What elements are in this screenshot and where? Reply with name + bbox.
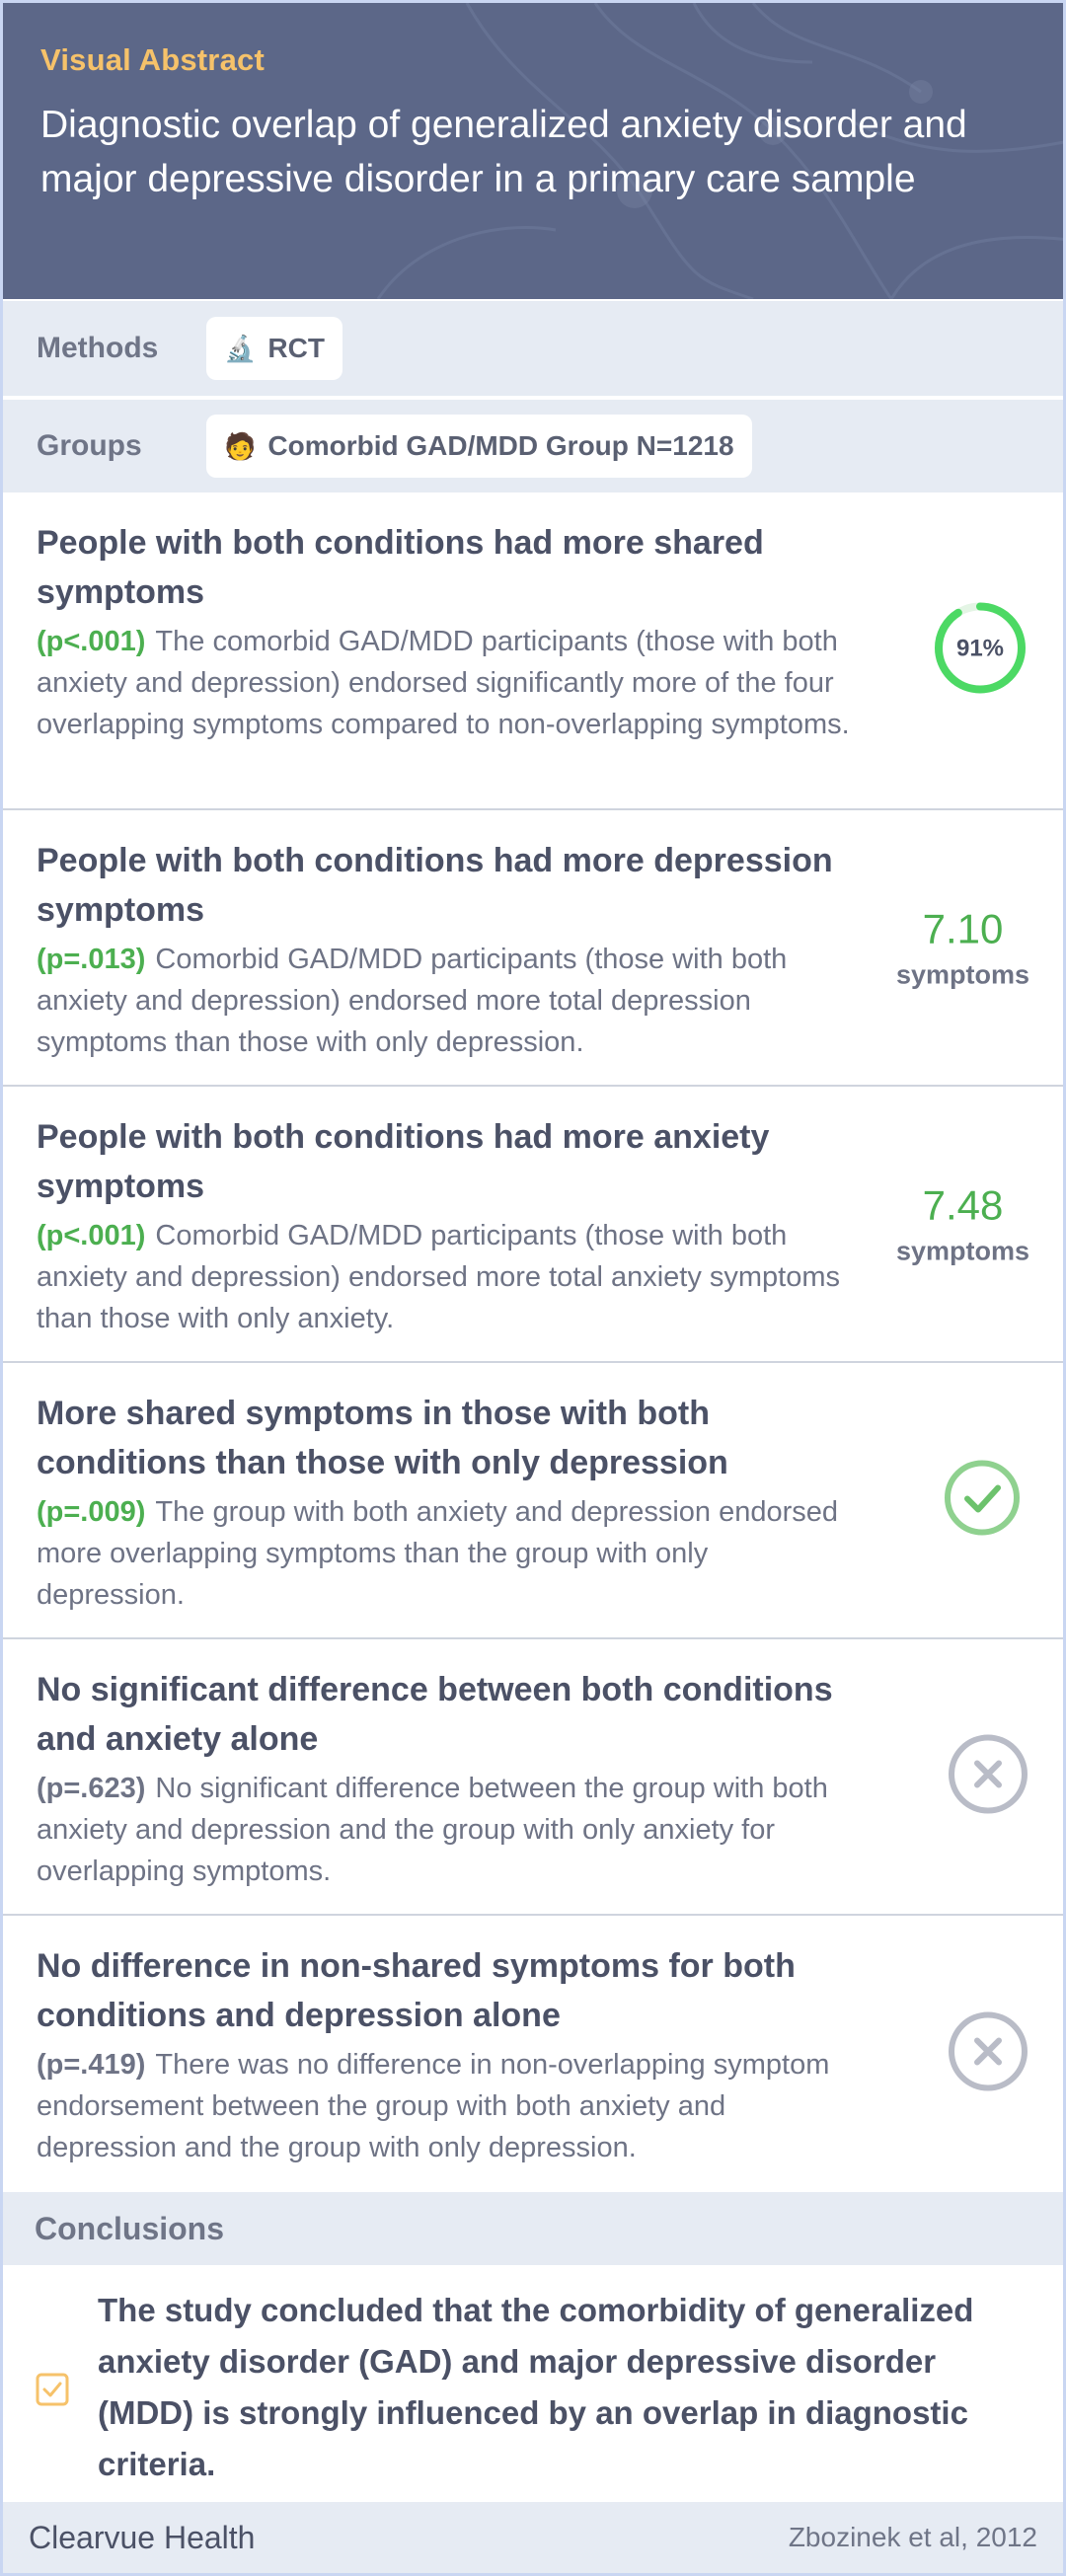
finding-shared-symptoms: People with both conditions had more sha… (3, 492, 1063, 810)
x-badge (947, 2010, 1029, 2098)
percent-ring-badge: 91% (931, 599, 1029, 703)
footer: Clearvue Health Zbozinek et al, 2012 (3, 2502, 1063, 2573)
finding-text: There was no difference in non-overlappi… (37, 2049, 830, 2163)
x-badge (947, 1733, 1029, 1821)
brand-name: Clearvue Health (29, 2519, 256, 2555)
check-badge (941, 1457, 1024, 1545)
badge-unit: symptoms (895, 1236, 1029, 1266)
finding-body: (p=.419) There was no difference in non-o… (37, 2044, 856, 2168)
finding-body: (p<.001) The comorbid GAD/MDD participant… (37, 621, 856, 745)
finding-title: No significant difference between both c… (37, 1671, 833, 1758)
p-value: (p=.013) (37, 944, 146, 975)
groups-row: Groups 🧑 Comorbid GAD/MDD Group N=1218 (3, 396, 1063, 492)
person-icon: 🧑 (224, 430, 257, 461)
groups-value: Comorbid GAD/MDD Group N=1218 (267, 430, 734, 461)
value-badge: 7.48 symptoms (896, 1181, 1029, 1267)
p-value: (p<.001) (37, 626, 146, 657)
finding-nonshared-vs-depression: No difference in non-shared symptoms for… (3, 1916, 1063, 2192)
p-value: (p=.009) (37, 1496, 146, 1528)
finding-anxiety-symptoms: People with both conditions had more anx… (3, 1087, 1063, 1363)
checkbox-check-icon (36, 2373, 69, 2406)
p-value: (p=.623) (37, 1773, 146, 1804)
finding-shared-vs-depression: More shared symptoms in those with both … (3, 1363, 1063, 1639)
badge-value: 7.48 (922, 1181, 1004, 1229)
value-badge: 7.10 symptoms (896, 905, 1029, 991)
methods-row: Methods 🔬 RCT (3, 299, 1063, 396)
finding-title: More shared symptoms in those with both … (37, 1395, 728, 1481)
groups-chip: 🧑 Comorbid GAD/MDD Group N=1218 (206, 415, 752, 478)
check-circle-icon (945, 1460, 1020, 1536)
finding-text: The comorbid GAD/MDD participants (those… (37, 626, 850, 740)
methods-label: Methods (37, 332, 159, 364)
badge-value: 7.10 (922, 905, 1004, 952)
x-circle-icon (949, 1734, 1028, 1814)
p-value: (p<.001) (37, 1220, 146, 1251)
header: Visual Abstract Diagnostic overlap of ge… (3, 3, 1063, 299)
microscope-icon: 🔬 (224, 333, 257, 363)
finding-body: (p=.013) Comorbid GAD/MDD participants (t… (37, 939, 856, 1063)
conclusions-heading: Conclusions (3, 2192, 1063, 2265)
finding-both-vs-anxiety: No significant difference between both c… (3, 1639, 1063, 1916)
page-title: Diagnostic overlap of generalized anxiet… (40, 104, 967, 200)
conclusions-text: The study concluded that the comorbidity… (98, 2292, 974, 2482)
finding-body: (p<.001) Comorbid GAD/MDD participants (t… (37, 1215, 856, 1339)
finding-text: The group with both anxiety and depressi… (37, 1496, 839, 1611)
header-background-pattern (376, 3, 1063, 299)
visual-abstract-label: Visual Abstract (40, 42, 265, 77)
finding-text: Comorbid GAD/MDD participants (those wit… (37, 1220, 841, 1334)
finding-depression-symptoms: People with both conditions had more dep… (3, 810, 1063, 1087)
methods-value: RCT (267, 333, 325, 363)
conclusions-body: The study concluded that the comorbidity… (3, 2265, 1063, 2514)
citation: Zbozinek et al, 2012 (788, 2522, 1037, 2552)
finding-title: People with both conditions had more dep… (37, 842, 833, 929)
percent-ring: 91% (935, 602, 1026, 694)
finding-text: No significant difference between the gr… (37, 1773, 828, 1887)
groups-label: Groups (37, 429, 142, 462)
finding-text: Comorbid GAD/MDD participants (those wit… (37, 944, 788, 1058)
finding-title: People with both conditions had more anx… (37, 1118, 770, 1205)
percent-ring-label: 91% (956, 636, 1004, 662)
finding-body: (p=.009) The group with both anxiety and … (37, 1491, 856, 1616)
finding-body: (p=.623) No significant difference betwee… (37, 1768, 856, 1892)
finding-title: People with both conditions had more sha… (37, 524, 764, 611)
badge-unit: symptoms (895, 959, 1029, 990)
p-value: (p=.419) (37, 2049, 146, 2081)
x-circle-icon (949, 2011, 1028, 2091)
finding-title: No difference in non-shared symptoms for… (37, 1947, 796, 2034)
methods-chip: 🔬 RCT (206, 317, 343, 380)
